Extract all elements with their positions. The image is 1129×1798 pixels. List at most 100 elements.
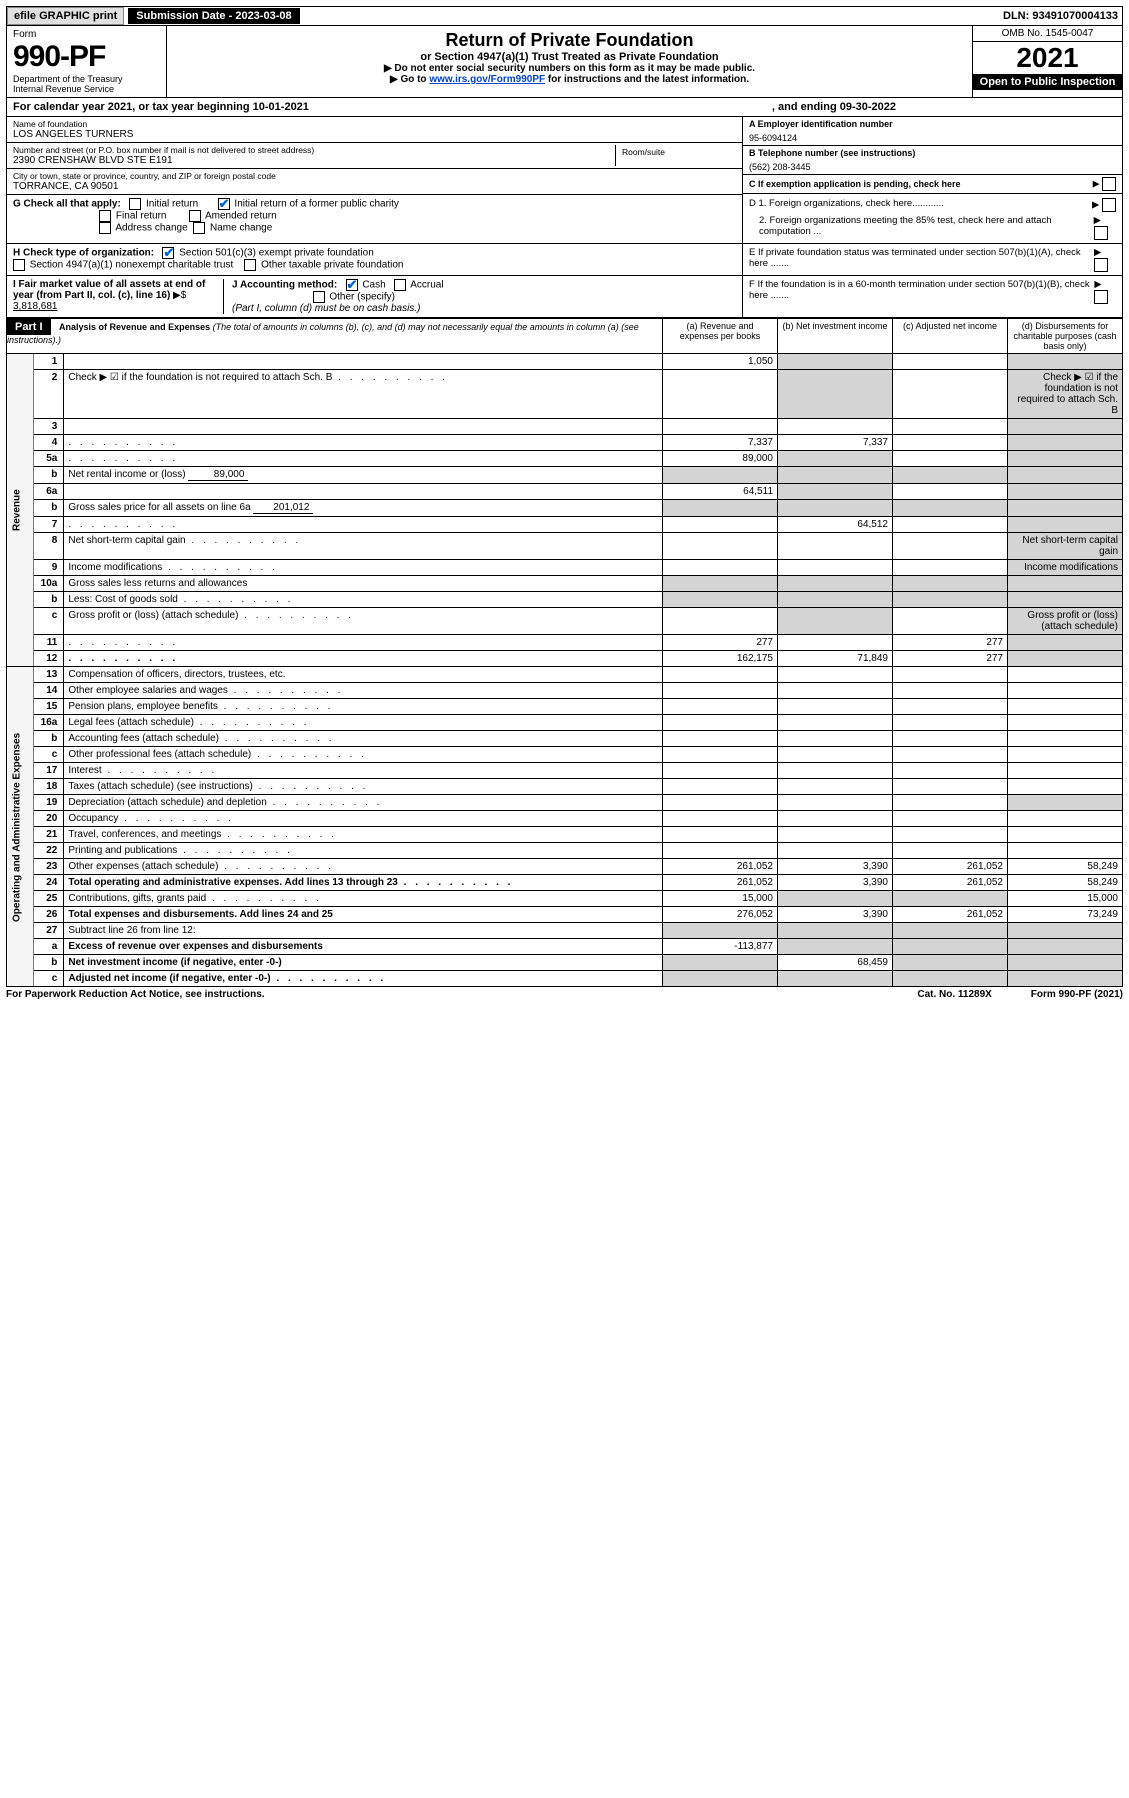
line-desc: Gross sales less returns and allowances [64, 576, 663, 592]
phone-value: (562) 208-3445 [749, 158, 1116, 172]
table-row: 14 Other employee salaries and wages [7, 683, 1123, 699]
value-cell [778, 699, 893, 715]
form-ref: Form 990-PF (2021) [1031, 989, 1123, 1000]
chk-other-method[interactable] [313, 291, 325, 303]
value-cell: 7,337 [778, 435, 893, 451]
tax-year: 2021 [973, 42, 1122, 74]
line-number: 7 [34, 517, 64, 533]
exemption-checkbox[interactable] [1102, 177, 1116, 191]
table-row: 23 Other expenses (attach schedule) 261,… [7, 859, 1123, 875]
col-a-header: (a) Revenue and expenses per books [663, 319, 778, 354]
table-row: a Excess of revenue over expenses and di… [7, 939, 1123, 955]
ein-label: A Employer identification number [749, 119, 1116, 129]
col-b-header: (b) Net investment income [778, 319, 893, 354]
value-cell [893, 715, 1008, 731]
value-cell: 277 [893, 651, 1008, 667]
line-desc: Travel, conferences, and meetings [64, 827, 663, 843]
value-cell: 261,052 [893, 859, 1008, 875]
efile-button[interactable]: efile GRAPHIC print [7, 7, 124, 25]
table-row: 3 [7, 419, 1123, 435]
value-cell [663, 517, 778, 533]
value-cell: 64,512 [778, 517, 893, 533]
line-desc: Pension plans, employee benefits [64, 699, 663, 715]
form-subtitle: or Section 4947(a)(1) Trust Treated as P… [171, 51, 968, 63]
value-cell [1008, 779, 1123, 795]
line-number: 20 [34, 811, 64, 827]
line-desc: Gross profit or (loss) (attach schedule) [64, 608, 663, 635]
chk-address[interactable] [99, 222, 111, 234]
value-cell [1008, 811, 1123, 827]
d1-checkbox[interactable] [1102, 198, 1116, 212]
table-row: 4 7,3377,337 [7, 435, 1123, 451]
value-cell [1008, 699, 1123, 715]
line-desc [64, 435, 663, 451]
chk-initial-former[interactable] [218, 198, 230, 210]
chk-501c3[interactable] [162, 247, 174, 259]
irs-link[interactable]: www.irs.gov/Form990PF [429, 74, 545, 85]
value-cell [663, 667, 778, 683]
e-checkbox[interactable] [1094, 258, 1108, 272]
chk-cash[interactable] [346, 279, 358, 291]
value-cell: 58,249 [1008, 875, 1123, 891]
value-cell [778, 533, 893, 560]
line-number: 12 [34, 651, 64, 667]
value-cell [893, 939, 1008, 955]
value-cell [893, 683, 1008, 699]
value-cell [778, 667, 893, 683]
value-cell [663, 608, 778, 635]
value-cell [893, 955, 1008, 971]
f-checkbox[interactable] [1094, 290, 1108, 304]
value-cell [1008, 939, 1123, 955]
value-cell [1008, 795, 1123, 811]
line-number: c [34, 608, 64, 635]
line-desc: Gross sales price for all assets on line… [64, 500, 663, 517]
value-cell [663, 779, 778, 795]
part1-label: Part I [7, 319, 51, 335]
value-cell [893, 354, 1008, 370]
line-number: 1 [34, 354, 64, 370]
line-number: c [34, 747, 64, 763]
value-cell [778, 715, 893, 731]
value-cell [778, 891, 893, 907]
line-number: 14 [34, 683, 64, 699]
f-label: F If the foundation is in a 60-month ter… [749, 279, 1094, 314]
value-cell [778, 635, 893, 651]
value-cell [1008, 517, 1123, 533]
value-cell: 277 [893, 635, 1008, 651]
room-label: Room/suite [622, 147, 730, 157]
value-cell: Income modifications [1008, 560, 1123, 576]
value-cell [893, 971, 1008, 987]
value-cell [893, 843, 1008, 859]
line-number: 15 [34, 699, 64, 715]
table-row: 9 Income modifications Income modificati… [7, 560, 1123, 576]
value-cell [663, 715, 778, 731]
value-cell [893, 763, 1008, 779]
line-number: c [34, 971, 64, 987]
chk-name[interactable] [193, 222, 205, 234]
value-cell [1008, 971, 1123, 987]
value-cell: 261,052 [893, 907, 1008, 923]
chk-accrual[interactable] [394, 279, 406, 291]
chk-other-taxable[interactable] [244, 259, 256, 271]
d2-checkbox[interactable] [1094, 226, 1108, 240]
line-number: 16a [34, 715, 64, 731]
line-desc: Check ▶ ☑ if the foundation is not requi… [64, 370, 663, 419]
value-cell [663, 731, 778, 747]
line-number: 22 [34, 843, 64, 859]
line-desc [64, 517, 663, 533]
line-number: b [34, 592, 64, 608]
chk-4947[interactable] [13, 259, 25, 271]
table-row: 12 162,17571,849277 [7, 651, 1123, 667]
line-number: 25 [34, 891, 64, 907]
line-number: 26 [34, 907, 64, 923]
line-number: b [34, 467, 64, 484]
chk-initial[interactable] [129, 198, 141, 210]
part1-table: Part I Analysis of Revenue and Expenses … [6, 318, 1123, 987]
chk-amended[interactable] [189, 210, 201, 222]
line-desc: Total operating and administrative expen… [64, 875, 663, 891]
form-label: Form [13, 29, 160, 40]
value-cell [1008, 451, 1123, 467]
value-cell [778, 354, 893, 370]
chk-final[interactable] [99, 210, 111, 222]
value-cell [663, 955, 778, 971]
